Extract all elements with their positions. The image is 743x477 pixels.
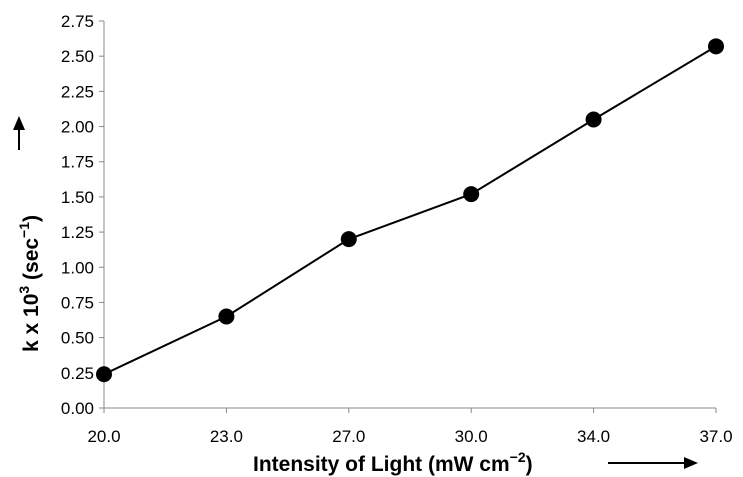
data-point: [585, 111, 602, 128]
x-axis-ticks: 20.0 23.0 27.0 30.0 34.0 37.0: [87, 408, 733, 446]
y-axis-ticks: 0.00 0.25 0.50 0.75 1.00 1.25 1.50 1.75 2.00 2.25…: [61, 12, 104, 418]
y-tick-label: 0.25: [61, 364, 94, 383]
x-tick-label: 30.0: [455, 427, 488, 446]
x-tick-label: 27.0: [332, 427, 365, 446]
y-tick-label: 1.50: [61, 188, 94, 207]
data-point: [708, 38, 724, 55]
y-tick-label: 2.00: [61, 118, 94, 137]
y-tick-label: 2.50: [61, 47, 94, 66]
x-tick-label: 23.0: [210, 427, 243, 446]
data-point: [218, 308, 235, 325]
y-tick-label: 0.00: [61, 399, 94, 418]
x-axis-title: Intensity of Light (mW cm−2): [253, 449, 533, 476]
data-points: [96, 38, 724, 383]
x-tick-label: 34.0: [577, 427, 610, 446]
x-tick-label: 37.0: [699, 427, 732, 446]
y-tick-label: 1.25: [61, 223, 94, 242]
data-point: [96, 366, 112, 383]
y-axis-title: k x 103 (sec−1): [16, 215, 43, 352]
data-point: [463, 186, 480, 203]
y-tick-label: 1.00: [61, 258, 94, 277]
series-line: [103, 45, 717, 376]
y-tick-label: 0.75: [61, 293, 94, 312]
data-point: [340, 231, 357, 248]
x-tick-label: 20.0: [87, 427, 120, 446]
y-tick-label: 1.75: [61, 153, 94, 172]
y-tick-label: 0.50: [61, 329, 94, 348]
y-axis-arrow-icon: [13, 116, 25, 150]
x-axis-arrow-icon: [608, 457, 698, 469]
y-tick-label: 2.75: [61, 12, 94, 31]
y-tick-label: 2.25: [61, 82, 94, 101]
